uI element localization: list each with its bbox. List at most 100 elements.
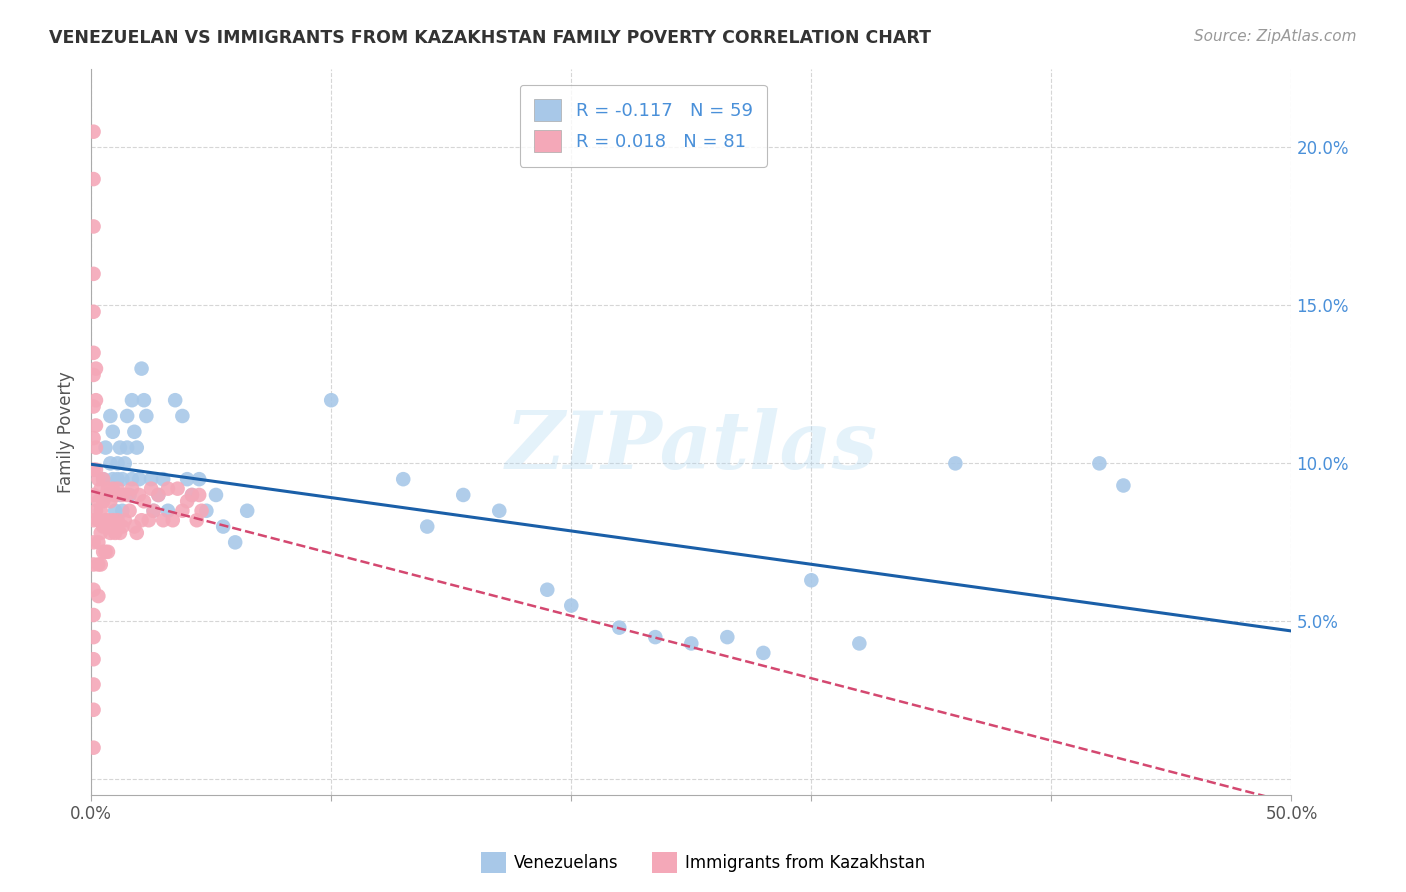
Point: [115, 409, 138, 423]
Point: [135, 409, 157, 423]
Point: [141, 472, 163, 486]
Point: [111, 472, 134, 486]
Point: [156, 482, 179, 496]
Point: [91, 519, 114, 533]
Point: [84, 393, 107, 408]
Point: [943, 456, 966, 470]
Point: [83, 463, 105, 477]
Point: [108, 488, 131, 502]
Point: [121, 482, 143, 496]
Point: [98, 456, 121, 470]
Point: [181, 488, 204, 502]
Point: [83, 305, 105, 319]
Point: [83, 431, 105, 445]
Point: [166, 482, 188, 496]
Point: [90, 504, 112, 518]
Point: [152, 472, 174, 486]
Point: [111, 488, 134, 502]
Point: [1088, 456, 1111, 470]
Point: [83, 219, 105, 234]
Point: [132, 393, 155, 408]
Point: [91, 472, 114, 486]
Point: [83, 368, 105, 382]
Point: [90, 525, 112, 540]
Point: [104, 504, 127, 518]
Point: [118, 488, 141, 502]
Point: [83, 652, 105, 666]
Point: [205, 488, 228, 502]
Point: [97, 545, 120, 559]
Point: [83, 400, 105, 414]
Point: [91, 545, 114, 559]
Point: [190, 504, 212, 518]
Legend: R = -0.117   N = 59, R = 0.018   N = 81: R = -0.117 N = 59, R = 0.018 N = 81: [520, 85, 768, 167]
Point: [321, 393, 343, 408]
Point: [172, 409, 194, 423]
Point: [108, 525, 131, 540]
Point: [83, 582, 105, 597]
Point: [148, 488, 170, 502]
Point: [97, 488, 120, 502]
Point: [83, 513, 105, 527]
Point: [128, 488, 150, 502]
Point: [141, 482, 163, 496]
Point: [165, 393, 187, 408]
Point: [98, 409, 121, 423]
Point: [83, 558, 105, 572]
Point: [108, 441, 131, 455]
Point: [83, 630, 105, 644]
Point: [176, 472, 198, 486]
Point: [716, 630, 738, 644]
Point: [131, 361, 153, 376]
Point: [97, 482, 120, 496]
Point: [186, 513, 208, 527]
Point: [224, 535, 246, 549]
Point: [800, 574, 823, 588]
Point: [124, 519, 146, 533]
Point: [104, 525, 127, 540]
Point: [125, 525, 148, 540]
Point: [451, 488, 474, 502]
Point: [101, 425, 124, 439]
Point: [212, 519, 235, 533]
Point: [236, 504, 259, 518]
Point: [83, 125, 105, 139]
Point: [94, 441, 117, 455]
Point: [848, 636, 870, 650]
Point: [91, 472, 114, 486]
Point: [172, 504, 194, 518]
Point: [84, 361, 107, 376]
Point: [83, 488, 105, 502]
Point: [107, 456, 129, 470]
Point: [87, 472, 110, 486]
Point: [125, 441, 148, 455]
Point: [121, 472, 143, 486]
Point: [607, 621, 630, 635]
Point: [104, 488, 127, 502]
Point: [111, 504, 134, 518]
Point: [84, 504, 107, 518]
Point: [128, 472, 150, 486]
Point: [1112, 478, 1135, 492]
Point: [101, 472, 124, 486]
Point: [114, 456, 136, 470]
Point: [107, 513, 129, 527]
Point: [94, 545, 117, 559]
Text: VENEZUELAN VS IMMIGRANTS FROM KAZAKHSTAN FAMILY POVERTY CORRELATION CHART: VENEZUELAN VS IMMIGRANTS FROM KAZAKHSTAN…: [49, 29, 931, 46]
Point: [142, 504, 165, 518]
Point: [115, 488, 138, 502]
Point: [536, 582, 558, 597]
Point: [148, 488, 170, 502]
Point: [181, 488, 204, 502]
Point: [98, 525, 121, 540]
Point: [83, 535, 105, 549]
Point: [114, 513, 136, 527]
Point: [107, 472, 129, 486]
Point: [132, 494, 155, 508]
Point: [83, 172, 105, 186]
Point: [142, 504, 165, 518]
Legend: Venezuelans, Immigrants from Kazakhstan: Venezuelans, Immigrants from Kazakhstan: [474, 846, 932, 880]
Point: [101, 482, 124, 496]
Point: [644, 630, 666, 644]
Point: [152, 513, 174, 527]
